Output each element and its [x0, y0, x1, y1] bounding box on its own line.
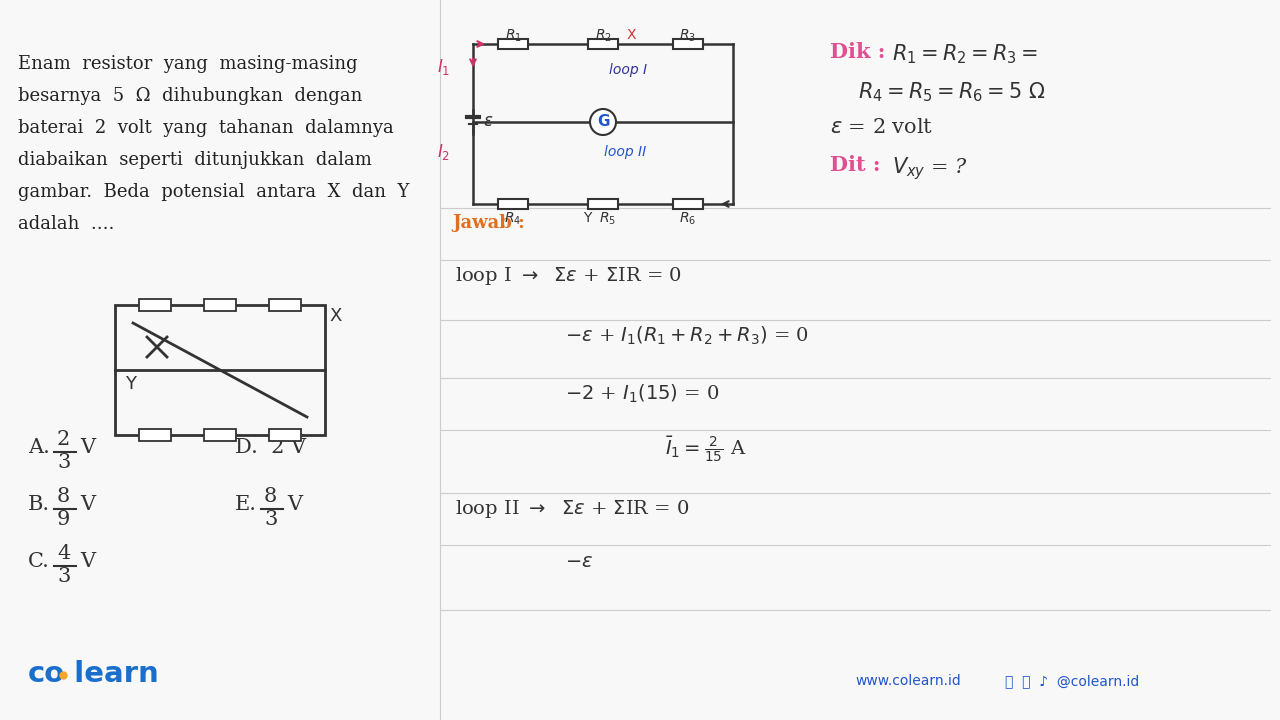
- Text: Y: Y: [125, 375, 136, 393]
- Text: G: G: [596, 114, 609, 130]
- Text: B.: B.: [28, 495, 50, 514]
- Text: Dit :: Dit :: [829, 155, 881, 175]
- Bar: [204, 299, 236, 311]
- Bar: [588, 39, 618, 49]
- Circle shape: [590, 109, 616, 135]
- Text: 🅱  🅯  ♪  @colearn.id: 🅱 🅯 ♪ @colearn.id: [1005, 674, 1139, 688]
- Text: $V_{xy}$ = ?: $V_{xy}$ = ?: [892, 155, 968, 181]
- Text: 2: 2: [58, 430, 70, 449]
- Text: loop I $\rightarrow$  $\Sigma\varepsilon$ + $\Sigma$IR = 0: loop I $\rightarrow$ $\Sigma\varepsilon$…: [454, 265, 682, 287]
- Text: $R_5$: $R_5$: [599, 211, 617, 228]
- Text: $I_1$: $I_1$: [436, 57, 451, 77]
- Text: $R_2$: $R_2$: [595, 28, 612, 45]
- Text: co: co: [28, 660, 65, 688]
- Text: gambar.  Beda  potensial  antara  X  dan  Y: gambar. Beda potensial antara X dan Y: [18, 183, 410, 201]
- Text: $-\varepsilon$ + $I_1(R_1+R_2+R_3)$ = 0: $-\varepsilon$ + $I_1(R_1+R_2+R_3)$ = 0: [564, 325, 809, 347]
- Text: 8: 8: [58, 487, 70, 506]
- Text: $\bar{I}_1 = \frac{2}{15}$ A: $\bar{I}_1 = \frac{2}{15}$ A: [666, 435, 746, 465]
- Text: $R_1$: $R_1$: [504, 28, 521, 45]
- Text: besarnya  5  Ω  dihubungkan  dengan: besarnya 5 Ω dihubungkan dengan: [18, 87, 362, 105]
- Text: $R_3$: $R_3$: [680, 28, 696, 45]
- Bar: [269, 299, 301, 311]
- Text: loop II $\rightarrow$  $\Sigma\varepsilon$ + $\Sigma$IR = 0: loop II $\rightarrow$ $\Sigma\varepsilon…: [454, 498, 690, 520]
- Text: 8: 8: [264, 487, 278, 506]
- Text: Dik :: Dik :: [829, 42, 886, 62]
- Bar: [115, 305, 325, 435]
- Bar: [498, 199, 529, 209]
- Text: 4: 4: [58, 544, 70, 563]
- Text: Y: Y: [582, 211, 591, 225]
- Bar: [673, 199, 703, 209]
- Text: $R_6$: $R_6$: [680, 211, 696, 228]
- Text: $R_4$: $R_4$: [504, 211, 522, 228]
- Text: E.: E.: [236, 495, 257, 514]
- Text: $R_1 = R_2 = R_3 =$: $R_1 = R_2 = R_3 =$: [892, 42, 1038, 66]
- Bar: [498, 39, 529, 49]
- Text: 3: 3: [58, 567, 70, 586]
- Text: 9: 9: [58, 510, 70, 529]
- Text: loop II: loop II: [604, 145, 646, 159]
- Text: 3: 3: [58, 453, 70, 472]
- Text: diabaikan  seperti  ditunjukkan  dalam: diabaikan seperti ditunjukkan dalam: [18, 151, 372, 169]
- Text: $R_4 = R_5 = R_6 = 5\ \Omega$: $R_4 = R_5 = R_6 = 5\ \Omega$: [858, 80, 1046, 104]
- Bar: [204, 429, 236, 441]
- Text: X: X: [626, 28, 636, 42]
- Text: A.: A.: [28, 438, 50, 457]
- Text: $-2$ + $I_1(15)$ = 0: $-2$ + $I_1(15)$ = 0: [564, 383, 719, 405]
- Text: baterai  2  volt  yang  tahanan  dalamnya: baterai 2 volt yang tahanan dalamnya: [18, 119, 394, 137]
- Text: loop I: loop I: [609, 63, 648, 77]
- Text: 3: 3: [264, 510, 278, 529]
- Text: C.: C.: [28, 552, 50, 571]
- Text: $-\varepsilon$: $-\varepsilon$: [564, 553, 593, 571]
- Text: V: V: [79, 438, 95, 457]
- Text: X: X: [329, 307, 342, 325]
- Bar: [269, 429, 301, 441]
- Text: V: V: [79, 552, 95, 571]
- Text: adalah  ....: adalah ....: [18, 215, 114, 233]
- Bar: [588, 199, 618, 209]
- Bar: [140, 429, 172, 441]
- Text: $\varepsilon$ = 2 volt: $\varepsilon$ = 2 volt: [829, 118, 933, 137]
- Text: Jawab :: Jawab :: [452, 214, 525, 232]
- Text: Enam  resistor  yang  masing-masing: Enam resistor yang masing-masing: [18, 55, 357, 73]
- Text: $I_2$: $I_2$: [436, 142, 451, 162]
- Text: learn: learn: [64, 660, 159, 688]
- Text: www.colearn.id: www.colearn.id: [855, 674, 961, 688]
- Text: D.  2 V: D. 2 V: [236, 438, 306, 457]
- Text: $\varepsilon$: $\varepsilon$: [483, 112, 493, 130]
- Text: V: V: [79, 495, 95, 514]
- Text: V: V: [287, 495, 302, 514]
- Bar: [140, 299, 172, 311]
- Bar: [673, 39, 703, 49]
